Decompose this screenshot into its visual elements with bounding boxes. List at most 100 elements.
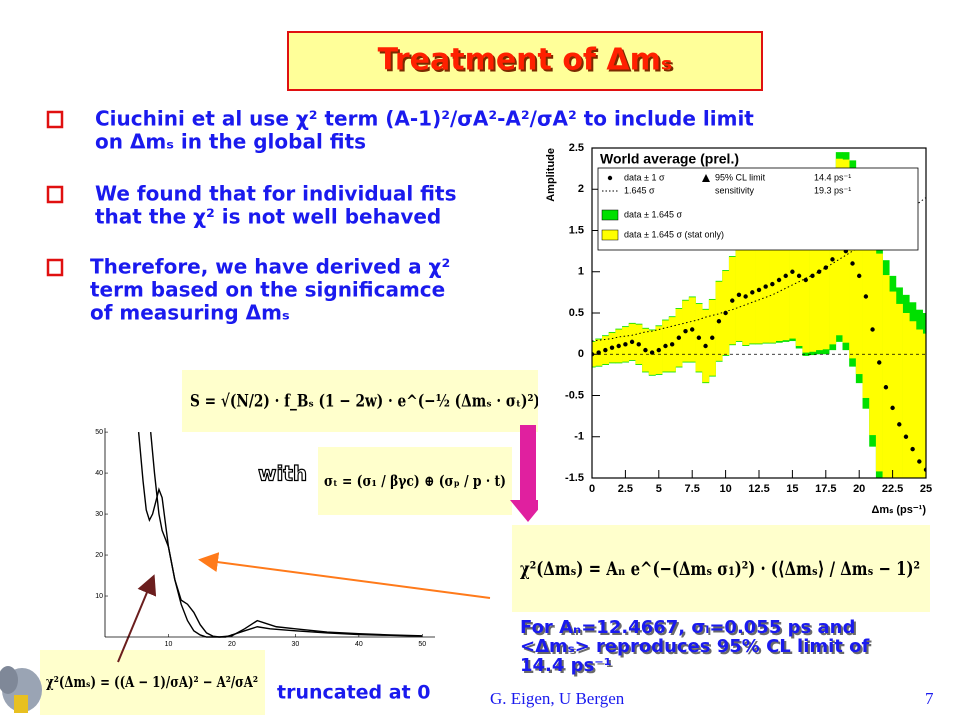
plot-lines [137, 432, 423, 638]
data-point [857, 273, 862, 279]
data-point [603, 347, 608, 353]
data-point [643, 347, 648, 353]
data-point [723, 310, 728, 316]
x-tick-label: 12.5 [748, 483, 769, 495]
y-tick-label: 20 [95, 552, 103, 559]
y-tick-label: 2.5 [569, 142, 584, 154]
chart-title: World average (prel.) [600, 151, 739, 167]
legend-swatch [702, 174, 710, 182]
legend-label: data ± 1.645 σ [624, 209, 682, 219]
data-point [796, 273, 802, 279]
data-point [903, 434, 909, 439]
arrow [198, 552, 491, 599]
data-point [917, 459, 922, 464]
data-point [763, 284, 768, 289]
y-tick-label: 0.5 [569, 307, 584, 319]
data-point [790, 269, 795, 274]
data-point [776, 277, 782, 283]
data-point [803, 277, 808, 283]
x-tick-label: 20 [853, 483, 865, 495]
legend-label: 1.645 σ [624, 185, 655, 195]
legend-label: data ± 1.645 σ (stat only) [624, 229, 724, 239]
bullet-marker [46, 185, 64, 204]
bullet-text: term based on the significamce [90, 278, 445, 302]
equation: σₜ = (σ₁ / βγc) ⊕ (σₚ / p · t) [324, 472, 506, 490]
caption-shadow: <Δmₛ> reproduces 95% CL limit of [522, 638, 872, 659]
x-tick-label: 17.5 [815, 483, 836, 495]
x-tick-label: 25 [920, 483, 932, 495]
curve [137, 432, 423, 638]
data-point [743, 294, 748, 299]
equation-box [40, 650, 265, 715]
x-tick-label: 0 [589, 483, 595, 495]
equation: S = √(N/2) · f_Bₛ (1 − 2w) · e^(−½ (Δmₛ … [190, 392, 540, 412]
equation-box [182, 370, 548, 432]
legend-swatch [607, 175, 613, 181]
data-point [830, 257, 835, 262]
title: Treatment of Δmₛ [378, 43, 673, 78]
sensitivity-line [592, 197, 926, 342]
y-tick-label: 1 [578, 266, 584, 278]
error-band [895, 303, 903, 478]
error-band [889, 291, 897, 478]
caption-shadow: 14.4 ps⁻¹ [522, 657, 614, 678]
data-point [897, 422, 902, 427]
caption-text: For Aₙ=12.4667, σₗ=0.055 ps and [520, 617, 855, 638]
y-tick-label: 1.5 [569, 224, 584, 236]
data-point [883, 385, 889, 390]
data-point [756, 287, 762, 293]
error-band [909, 321, 917, 478]
bullet-text: We found that for individual fits [95, 182, 456, 206]
footer-author: G. Eigen, U Bergen [490, 689, 625, 708]
y-tick-label: -0.5 [565, 389, 584, 401]
x-tick-label: 2.5 [618, 483, 633, 495]
legend-swatch [601, 229, 619, 241]
legend-label: 95% CL limit [715, 172, 766, 182]
data-point [877, 360, 882, 365]
bullet-text: that the χ² is not well behaved [95, 205, 441, 229]
data-point [703, 343, 708, 349]
title-shadow: Treatment of Δmₛ [380, 45, 675, 80]
page-number: 7 [925, 689, 934, 708]
y-tick-label: 10 [95, 593, 103, 600]
data-point [683, 328, 688, 334]
x-tick-label: 20 [228, 641, 236, 648]
legend-label: 14.4 ps⁻¹ [814, 172, 851, 182]
y-tick-label: -1 [574, 431, 584, 443]
x-tick-label: 7.5 [685, 483, 700, 495]
y-axis-label: Amplitude [545, 148, 557, 202]
error-band [882, 275, 890, 478]
data-point [730, 298, 735, 303]
data-point [736, 292, 742, 298]
caption-text: 14.4 ps⁻¹ [520, 655, 612, 676]
note: truncated at 0 [277, 682, 431, 704]
caption-text: <Δmₛ> reproduces 95% CL limit of [520, 636, 870, 657]
x-tick-label: 40 [355, 641, 363, 648]
arrow [117, 574, 157, 663]
equation: χ²(Δmₛ) = ((A − 1)/σA)² − A²/σA² [46, 673, 258, 691]
legend-label: data ± 1 σ [624, 172, 665, 182]
data-point [716, 319, 722, 324]
amplitude-chart: -1.5-1-0.500.511.522.50 2.5 5 7.5 10 12.5 15 17… [538, 140, 936, 522]
data-point [616, 343, 621, 349]
data-point [636, 342, 641, 347]
x-axis-label: Δmₛ (ps⁻¹) [872, 504, 927, 516]
x-tick-label: 22.5 [882, 483, 903, 495]
legend-frame [597, 167, 919, 251]
plot-bands [592, 152, 926, 478]
bullets: Ciuchini et al use χ² term (A-1)²/σA²-A²… [46, 107, 754, 325]
y-tick-label: -1.5 [565, 472, 584, 484]
data-point [890, 405, 895, 411]
significance-chart: 10 20 30 40 50 10 20 30 40 50 [95, 428, 435, 648]
data-point [649, 350, 655, 355]
bullet-text: on Δmₛ in the global fits [95, 130, 366, 154]
data-point [823, 265, 828, 270]
data-point [850, 261, 855, 266]
data-point [696, 335, 702, 340]
x-tick-label: 10 [719, 483, 731, 495]
data-point [629, 339, 635, 345]
label: with [258, 462, 307, 486]
y-tick-label: 50 [95, 429, 103, 436]
data-point [750, 290, 755, 295]
